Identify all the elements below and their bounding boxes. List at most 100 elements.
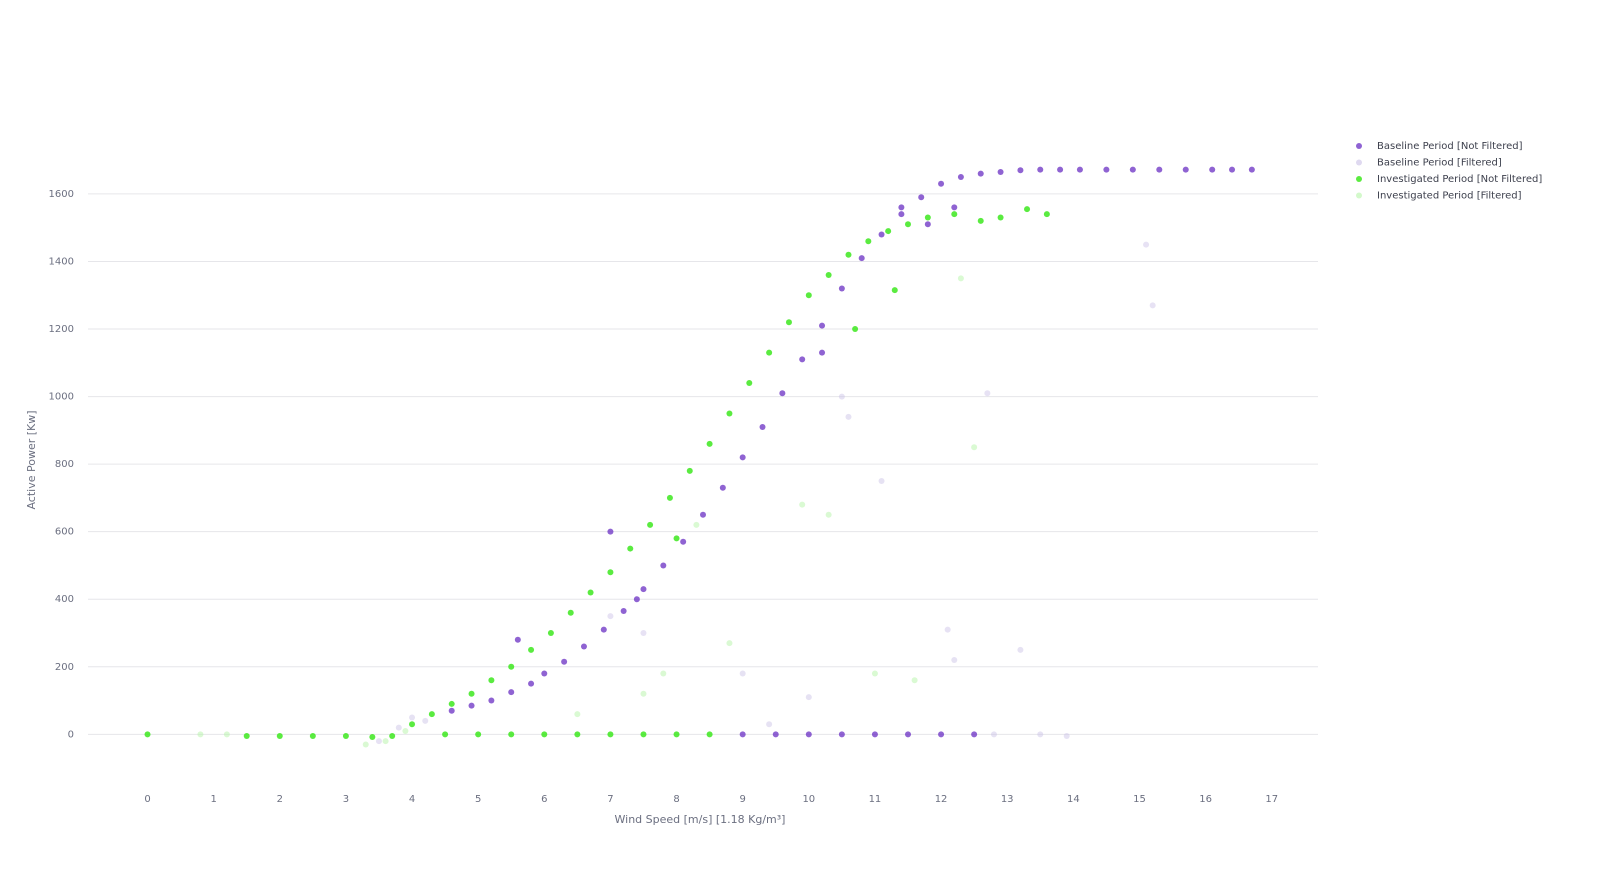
point — [508, 663, 515, 670]
point — [706, 440, 713, 447]
point — [567, 609, 574, 616]
point — [1037, 731, 1044, 738]
point — [1063, 733, 1070, 740]
y-tick-label: 800 — [55, 459, 74, 470]
point — [673, 535, 680, 542]
series — [448, 166, 1255, 738]
point — [607, 528, 614, 535]
point — [600, 626, 607, 633]
y-tick-label: 600 — [55, 527, 74, 538]
point — [547, 630, 554, 637]
point — [607, 731, 614, 738]
x-tick-label: 2 — [277, 794, 283, 805]
point — [825, 511, 832, 518]
point — [951, 204, 958, 211]
point — [852, 326, 859, 333]
series — [197, 275, 978, 748]
point — [488, 697, 495, 704]
x-tick-label: 8 — [673, 794, 679, 805]
point — [739, 670, 746, 677]
point — [766, 721, 773, 728]
point — [375, 738, 382, 745]
point — [409, 714, 416, 721]
point — [309, 733, 316, 740]
point — [977, 217, 984, 224]
point — [805, 694, 812, 701]
point — [1248, 166, 1255, 173]
point — [144, 731, 151, 738]
x-tick-label: 0 — [144, 794, 150, 805]
point — [805, 292, 812, 299]
point — [739, 454, 746, 461]
legend-label: Investigated Period [Filtered] — [1377, 191, 1522, 202]
point — [944, 626, 951, 633]
point — [382, 738, 389, 745]
x-tick-label: 3 — [343, 794, 349, 805]
point — [276, 733, 283, 740]
point — [508, 689, 515, 696]
point — [938, 180, 945, 187]
point — [898, 204, 905, 211]
x-axis-label: Wind Speed [m/s] [1.18 Kg/m³] — [615, 813, 786, 826]
point — [660, 562, 667, 569]
point — [468, 690, 475, 697]
x-tick-label: 15 — [1133, 794, 1146, 805]
point — [984, 390, 991, 397]
point — [845, 251, 852, 258]
point — [878, 231, 885, 238]
point — [1156, 166, 1163, 173]
x-tick-label: 11 — [869, 794, 882, 805]
point — [885, 228, 892, 235]
point — [951, 657, 958, 664]
point — [580, 643, 587, 650]
point — [819, 322, 826, 329]
point — [766, 349, 773, 356]
point — [633, 596, 640, 603]
point — [541, 731, 548, 738]
point — [1043, 211, 1050, 218]
point — [409, 721, 416, 728]
point — [574, 711, 581, 718]
point — [838, 393, 845, 400]
point — [640, 690, 647, 697]
point — [395, 724, 402, 731]
x-tick-label: 16 — [1199, 794, 1212, 805]
legend-marker — [1356, 192, 1362, 199]
point — [488, 677, 495, 684]
point — [640, 630, 647, 637]
x-tick-label: 1 — [210, 794, 216, 805]
point — [799, 501, 806, 508]
point — [746, 380, 753, 387]
point — [957, 275, 964, 282]
point — [528, 680, 535, 687]
point — [951, 211, 958, 218]
point — [1076, 166, 1083, 173]
point — [739, 731, 746, 738]
point — [898, 211, 905, 218]
point — [620, 608, 627, 615]
point — [845, 413, 852, 420]
point — [838, 731, 845, 738]
point — [977, 170, 984, 177]
legend-marker — [1356, 159, 1362, 166]
point — [362, 741, 369, 748]
point — [779, 390, 786, 397]
point — [871, 731, 878, 738]
point — [785, 319, 792, 326]
y-tick-label: 1600 — [49, 189, 74, 200]
point — [911, 677, 918, 684]
point — [389, 733, 396, 740]
point — [673, 731, 680, 738]
point — [561, 658, 568, 665]
point — [990, 731, 997, 738]
point — [402, 727, 409, 734]
y-tick-label: 1400 — [49, 256, 74, 267]
point — [905, 221, 911, 228]
point — [924, 214, 931, 221]
point — [428, 711, 435, 718]
point — [342, 733, 349, 740]
point — [772, 731, 779, 738]
point — [1017, 646, 1024, 653]
